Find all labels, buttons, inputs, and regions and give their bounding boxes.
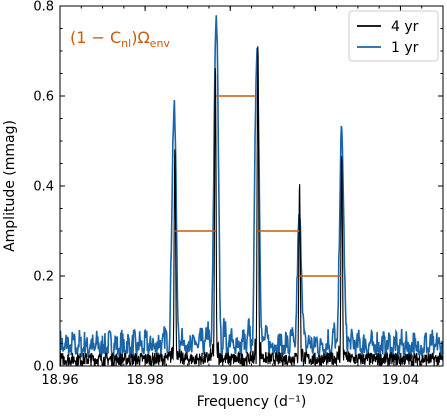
y-tick-label: 0.6 [33,90,54,105]
annotation: (1 − Cnl)Ωenv [70,28,170,50]
series-1yr [60,15,443,361]
x-tick-label: 19.04 [382,373,419,388]
series-4yr [60,46,443,366]
legend-label: 1 yr [391,40,419,56]
axes: 18.96 18.98 19.00 19.02 19.04 0.0 0.2 0.4 0.6 0.8… [2,0,444,410]
y-tick-label: 0.2 [33,270,54,285]
x-tick-label: 19.00 [212,373,249,388]
x-tick-label: 18.98 [127,373,164,388]
y-tick-label: 0.8 [33,0,54,15]
series-line-1yr [60,15,443,361]
legend-label: 4 yr [391,19,419,35]
x-tick-label: 18.96 [41,373,78,388]
y-axis-title: Amplitude (mmag) [2,120,18,252]
splitting-markers [174,95,342,277]
x-axis-title: Frequency (d⁻¹) [197,394,307,410]
series-line-4yr [60,46,443,366]
legend: 4 yr 1 yr [348,10,439,62]
legend-box [348,10,439,62]
y-tick-label: 0.4 [33,180,54,195]
y-tick-label: 0.0 [33,360,54,375]
annotation-label: (1 − Cnl)Ωenv [70,28,170,50]
x-tick-label: 19.02 [297,373,334,388]
